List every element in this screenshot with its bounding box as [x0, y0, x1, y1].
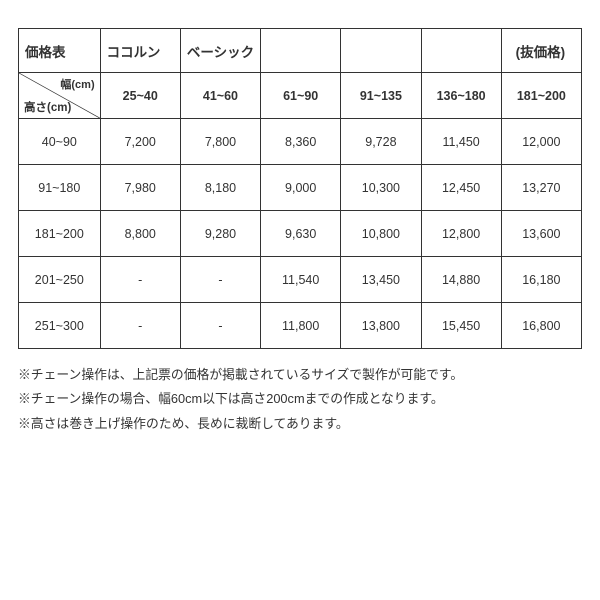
header-empty2 [341, 29, 421, 73]
header-pricenote: (抜価格) [501, 29, 581, 73]
price-cell: 16,800 [501, 303, 581, 349]
table-row: 91~180 7,980 8,180 9,000 10,300 12,450 1… [19, 165, 582, 211]
price-cell: 7,200 [100, 119, 180, 165]
row-height: 251~300 [19, 303, 101, 349]
price-cell: 14,880 [421, 257, 501, 303]
price-cell: 13,270 [501, 165, 581, 211]
price-cell: 12,450 [421, 165, 501, 211]
price-cell: 7,980 [100, 165, 180, 211]
price-cell: 10,300 [341, 165, 421, 211]
price-cell: 9,728 [341, 119, 421, 165]
row-height: 40~90 [19, 119, 101, 165]
diag-width-label: 幅(cm) [60, 76, 94, 92]
price-cell: 8,800 [100, 211, 180, 257]
table-row: 181~200 8,800 9,280 9,630 10,800 12,800 … [19, 211, 582, 257]
note-line: ※チェーン操作の場合、幅60cm以下は高さ200cmまでの作成となります。 [18, 387, 582, 411]
width-col-4: 136~180 [421, 73, 501, 119]
price-cell: 9,280 [180, 211, 260, 257]
price-cell: 12,000 [501, 119, 581, 165]
row-height: 91~180 [19, 165, 101, 211]
price-cell: 8,360 [261, 119, 341, 165]
table-row: 40~90 7,200 7,800 8,360 9,728 11,450 12,… [19, 119, 582, 165]
price-table: 価格表 ココルン ベーシック (抜価格) 幅(cm) 高さ(cm) 25~40 … [18, 28, 582, 349]
price-cell: - [100, 303, 180, 349]
note-line: ※高さは巻き上げ操作のため、長めに裁断してあります。 [18, 412, 582, 436]
header-row-2: 幅(cm) 高さ(cm) 25~40 41~60 61~90 91~135 13… [19, 73, 582, 119]
price-cell: 11,800 [261, 303, 341, 349]
price-cell: 13,450 [341, 257, 421, 303]
header-empty3 [421, 29, 501, 73]
price-cell: - [100, 257, 180, 303]
price-cell: 10,800 [341, 211, 421, 257]
price-cell: 11,450 [421, 119, 501, 165]
price-cell: 13,800 [341, 303, 421, 349]
width-col-0: 25~40 [100, 73, 180, 119]
price-cell: 8,180 [180, 165, 260, 211]
price-cell: 12,800 [421, 211, 501, 257]
header-title: 価格表 [19, 29, 101, 73]
price-cell: 16,180 [501, 257, 581, 303]
price-cell: 9,000 [261, 165, 341, 211]
price-cell: - [180, 257, 260, 303]
notes-block: ※チェーン操作は、上記票の価格が掲載されているサイズで製作が可能です。 ※チェー… [18, 363, 582, 436]
price-cell: 7,800 [180, 119, 260, 165]
header-brand2: ベーシック [180, 29, 260, 73]
price-cell: 11,540 [261, 257, 341, 303]
price-cell: 15,450 [421, 303, 501, 349]
table-row: 251~300 - - 11,800 13,800 15,450 16,800 [19, 303, 582, 349]
diagonal-header: 幅(cm) 高さ(cm) [19, 73, 101, 119]
price-cell: 13,600 [501, 211, 581, 257]
row-height: 201~250 [19, 257, 101, 303]
header-row-1: 価格表 ココルン ベーシック (抜価格) [19, 29, 582, 73]
price-cell: 9,630 [261, 211, 341, 257]
row-height: 181~200 [19, 211, 101, 257]
width-col-2: 61~90 [261, 73, 341, 119]
price-cell: - [180, 303, 260, 349]
header-empty1 [261, 29, 341, 73]
price-body: 40~90 7,200 7,800 8,360 9,728 11,450 12,… [19, 119, 582, 349]
width-col-3: 91~135 [341, 73, 421, 119]
note-line: ※チェーン操作は、上記票の価格が掲載されているサイズで製作が可能です。 [18, 363, 582, 387]
diag-height-label: 高さ(cm) [24, 99, 71, 115]
header-brand1: ココルン [100, 29, 180, 73]
width-col-1: 41~60 [180, 73, 260, 119]
width-col-5: 181~200 [501, 73, 581, 119]
table-row: 201~250 - - 11,540 13,450 14,880 16,180 [19, 257, 582, 303]
